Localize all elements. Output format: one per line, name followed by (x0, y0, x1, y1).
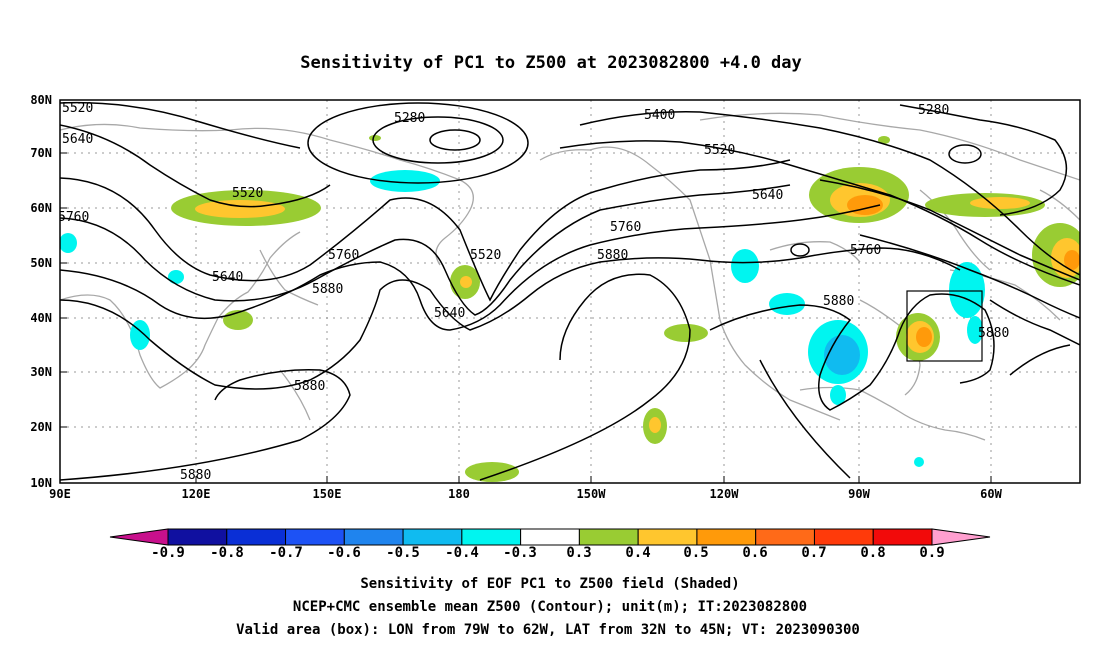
z500-contours (60, 101, 1080, 481)
lon-label: 90E (49, 487, 71, 501)
latitude-labels: 10N 20N 30N 40N 50N 60N 70N 80N (30, 93, 52, 490)
colorbar-label: -0.3 (503, 545, 537, 561)
longitude-labels: 90E 120E 150E 180 150W 120W 90W 60W (49, 487, 1002, 501)
lon-label: 180 (448, 487, 470, 501)
colorbar-high-triangle (931, 528, 991, 546)
contour-label-5880-pacific: 5880 (312, 282, 343, 297)
sensitivity-shading (60, 135, 1080, 482)
colorbar-box (167, 528, 228, 546)
colorbar-labels: -0.9 -0.8 -0.7 -0.6 -0.5 -0.4 -0.3 0.3 0… (151, 545, 945, 561)
colorbar-box (578, 528, 639, 546)
lat-label: 40N (30, 311, 52, 325)
valid-area-box (906, 290, 983, 362)
colorbar-low-triangle (109, 528, 169, 546)
colorbar-label: 0.9 (919, 545, 944, 561)
lat-label: 30N (30, 365, 52, 379)
colorbar-box (813, 528, 874, 546)
colorbar-label: -0.6 (327, 545, 361, 561)
contour-label-5880-east: 5880 (597, 248, 628, 263)
colorbar-box (637, 528, 698, 546)
colorbar-box (285, 528, 345, 546)
lon-label: 120W (710, 487, 740, 501)
contour-label-5640-east: 5640 (752, 188, 783, 203)
contour-label-5880-namerica: 5880 (823, 294, 854, 309)
contour-label-5520-east: 5520 (704, 143, 735, 158)
colorbar-label: -0.4 (445, 545, 479, 561)
colorbar-label: -0.7 (269, 545, 303, 561)
map-panel: 5520 5640 5760 5280 5520 5640 5760 5880 … (30, 93, 1081, 501)
lat-label: 70N (30, 146, 52, 160)
colorbar-box (343, 528, 404, 546)
colorbar-boxes (167, 528, 933, 546)
contour-label-5280-east: 5280 (918, 103, 949, 118)
tick-marks (59, 99, 992, 484)
contour-label-5640-asia: 5640 (212, 270, 243, 285)
caption-line-2: NCEP+CMC ensemble mean Z500 (Contour); u… (293, 599, 807, 615)
lat-label: 20N (30, 420, 52, 434)
contour-label-5880-tropics: 5880 (180, 468, 211, 483)
map-frame (59, 99, 1081, 484)
contour-label-5760-west: 5760 (58, 210, 89, 225)
contour-label-5640-dateline: 5640 (434, 306, 465, 321)
colorbar-box (872, 528, 933, 546)
contour-label-5640-west: 5640 (62, 132, 93, 147)
contour-label-5280-pacific: 5280 (394, 111, 425, 126)
colorbar-label: 0.8 (860, 545, 885, 561)
lat-label: 60N (30, 201, 52, 215)
caption-line-3: Valid area (box): LON from 79W to 62W, L… (236, 622, 860, 638)
lon-label: 60W (980, 487, 1002, 501)
contour-label-5880-atlantic: 5880 (978, 326, 1009, 341)
colorbar-box (461, 528, 522, 546)
lat-label: 50N (30, 256, 52, 270)
contour-label-5760-east: 5760 (610, 220, 641, 235)
lat-label: 10N (30, 476, 52, 490)
colorbar-label: -0.9 (151, 545, 185, 561)
figure-title: Sensitivity of PC1 to Z500 at 2023082800… (300, 53, 802, 73)
colorbar-label: 0.5 (683, 545, 708, 561)
contour-label-5520-west: 5520 (62, 101, 93, 116)
lon-label: 150W (577, 487, 607, 501)
lon-label: 90W (848, 487, 870, 501)
colorbar-box (402, 528, 463, 546)
colorbar-label: -0.5 (386, 545, 420, 561)
colorbar-box (520, 528, 580, 546)
contour-label-5520-dateline: 5520 (470, 248, 501, 263)
colorbar-box (696, 528, 757, 546)
contour-label-5760-namerica: 5760 (850, 243, 881, 258)
colorbar-box (226, 528, 287, 546)
contour-label-5400: 5400 (644, 108, 675, 123)
colorbar-label: 0.3 (566, 545, 591, 561)
figure-caption: Sensitivity of EOF PC1 to Z500 field (Sh… (236, 576, 860, 638)
colorbar-label: 0.4 (625, 545, 650, 561)
colorbar-label: 0.7 (801, 545, 826, 561)
colorbar: -0.9 -0.8 -0.7 -0.6 -0.5 -0.4 -0.3 0.3 0… (109, 528, 991, 561)
contour-label-5880-south: 5880 (294, 379, 325, 394)
colorbar-label: 0.6 (742, 545, 767, 561)
contour-labels: 5520 5640 5760 5280 5520 5640 5760 5880 … (58, 101, 1009, 483)
lon-label: 120E (182, 487, 211, 501)
colorbar-label: -0.8 (210, 545, 244, 561)
caption-line-1: Sensitivity of EOF PC1 to Z500 field (Sh… (360, 576, 739, 592)
contour-label-5520-asia: 5520 (232, 186, 263, 201)
colorbar-box (755, 528, 815, 546)
lon-label: 150E (313, 487, 342, 501)
lat-label: 80N (30, 93, 52, 107)
contour-label-5760-pacific: 5760 (328, 248, 359, 263)
